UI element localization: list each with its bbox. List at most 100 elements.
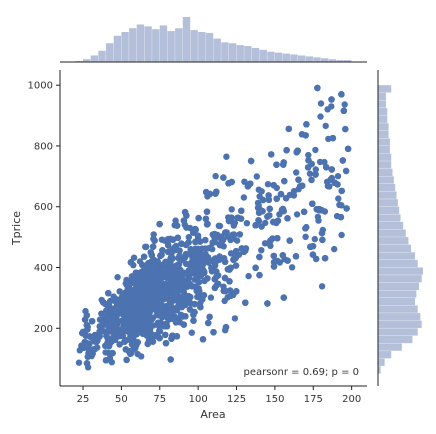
scatter-point (241, 178, 248, 185)
x-hist-bar (320, 58, 329, 62)
scatter-point (182, 250, 190, 258)
scatter-point (331, 245, 338, 253)
y-hist-bar (378, 335, 413, 344)
scatter-point (290, 192, 297, 199)
scatter-point (292, 253, 300, 260)
x-hist-bar (90, 55, 99, 62)
scatter-point (162, 259, 169, 266)
scatter-point (206, 313, 213, 321)
scatter-point (279, 205, 287, 213)
scatter-point (318, 207, 325, 214)
scatter-point (280, 294, 287, 301)
y-hist-bar (378, 237, 409, 245)
scatter-point (142, 243, 149, 251)
scatter-point (266, 205, 273, 212)
scatter-point (242, 299, 249, 306)
y-hist-bar (378, 328, 418, 336)
scatter-point (190, 317, 197, 324)
x-hist-bar (175, 28, 183, 62)
scatter-point (197, 303, 204, 311)
y-hist-bar (378, 320, 422, 328)
scatter-point (148, 252, 155, 259)
y-tick-label: 400 (34, 263, 53, 274)
x-tick-label: 25 (77, 394, 90, 405)
scatter-point (210, 329, 217, 336)
y-hist-bar (378, 92, 386, 101)
scatter-point (123, 314, 130, 321)
scatter-point (157, 319, 164, 326)
scatter-point (104, 302, 112, 309)
scatter-point (120, 324, 127, 332)
scatter-point (150, 235, 157, 243)
scatter-point (155, 286, 162, 294)
scatter-point (252, 264, 259, 271)
scatter-point (189, 283, 196, 290)
scatter-point (126, 324, 134, 331)
scatter-point (128, 338, 135, 345)
scatter-point (273, 161, 280, 168)
scatter-points (75, 84, 352, 371)
y-hist-bar (378, 153, 392, 161)
scatter-point (222, 287, 229, 295)
y-hist-bar (378, 206, 400, 215)
y-ticks: 200 400 600 800 1000 (28, 81, 60, 335)
scatter-point (307, 243, 314, 250)
scatter-point (115, 303, 123, 311)
scatter-point (215, 222, 222, 229)
scatter-point (174, 267, 181, 274)
scatter-point (326, 183, 333, 190)
scatter-point (268, 151, 275, 158)
scatter-point (288, 264, 296, 271)
scatter-point (313, 206, 320, 213)
scatter-point (132, 287, 140, 294)
scatter-point (284, 215, 291, 222)
scatter-point (159, 247, 166, 254)
scatter-point (216, 241, 224, 249)
scatter-point (293, 211, 301, 218)
scatter-point (167, 356, 174, 363)
scatter-point (110, 332, 117, 340)
scatter-point (130, 319, 138, 326)
scatter-point (306, 170, 314, 177)
scatter-point (258, 247, 265, 254)
scatter-point (195, 289, 202, 296)
scatter-point (254, 204, 262, 211)
scatter-point (173, 222, 181, 229)
scatter-point (122, 337, 130, 344)
scatter-point (208, 264, 215, 272)
x-hist-bar (274, 52, 283, 62)
scatter-point (182, 298, 190, 306)
x-hist-bar (129, 28, 137, 62)
scatter-point (212, 172, 219, 180)
y-hist-bar (378, 107, 388, 116)
x-axis-label: Area (200, 408, 225, 421)
scatter-point (175, 273, 183, 281)
x-hist-bar (343, 60, 352, 62)
scatter-point (253, 173, 260, 180)
scatter-point (194, 232, 202, 239)
x-tick-label: 50 (115, 394, 128, 405)
scatter-point (339, 157, 346, 164)
scatter-point (342, 125, 349, 133)
scatter-point (328, 96, 335, 103)
scatter-point (259, 208, 266, 215)
scatter-point (314, 84, 321, 92)
scatter-point (167, 235, 174, 243)
scatter-point (264, 300, 271, 307)
x-hist-bar (113, 35, 122, 62)
scatter-point (227, 264, 234, 271)
x-hist-bar (228, 43, 237, 62)
scatter-point (312, 146, 319, 154)
scatter-point (303, 121, 310, 128)
scatter-point (321, 255, 329, 262)
scatter-point (221, 258, 229, 265)
y-tick-label: 1000 (28, 81, 53, 92)
scatter-point (338, 187, 345, 195)
scatter-point (344, 145, 352, 152)
scatter-point (186, 306, 194, 313)
x-hist-bar (106, 43, 114, 62)
y-hist-bar (378, 267, 423, 275)
scatter-point (180, 217, 188, 224)
scatter-point (218, 234, 225, 241)
scatter-point (211, 276, 218, 283)
